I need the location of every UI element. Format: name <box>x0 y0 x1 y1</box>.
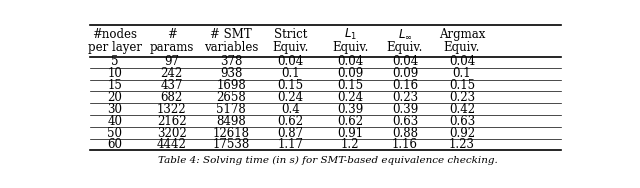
Text: 242: 242 <box>161 67 183 80</box>
Text: params: params <box>150 41 194 54</box>
Text: 437: 437 <box>161 79 183 92</box>
Text: 0.15: 0.15 <box>278 79 304 92</box>
Text: 682: 682 <box>161 91 183 104</box>
Text: 40: 40 <box>108 115 122 128</box>
Text: Strict: Strict <box>274 28 307 41</box>
Text: 0.1: 0.1 <box>452 67 471 80</box>
Text: 0.15: 0.15 <box>449 79 475 92</box>
Text: #nodes: #nodes <box>92 28 137 41</box>
Text: $L_1$: $L_1$ <box>344 27 357 42</box>
Text: $L_{\infty}$: $L_{\infty}$ <box>397 28 412 41</box>
Text: Argmax: Argmax <box>439 28 485 41</box>
Text: 0.39: 0.39 <box>337 103 364 116</box>
Text: 0.62: 0.62 <box>278 115 304 128</box>
Text: 4442: 4442 <box>157 138 187 151</box>
Text: 0.24: 0.24 <box>337 91 364 104</box>
Text: 60: 60 <box>108 138 122 151</box>
Text: Table 4: Solving time (in s) for SMT-based equivalence checking.: Table 4: Solving time (in s) for SMT-bas… <box>158 156 498 165</box>
Text: 0.23: 0.23 <box>449 91 475 104</box>
Text: 938: 938 <box>220 67 243 80</box>
Text: 10: 10 <box>108 67 122 80</box>
Text: # SMT: # SMT <box>211 28 252 41</box>
Text: 50: 50 <box>108 127 122 139</box>
Text: 0.04: 0.04 <box>278 55 304 68</box>
Text: 0.88: 0.88 <box>392 127 418 139</box>
Text: 1.16: 1.16 <box>392 138 418 151</box>
Text: Equiv.: Equiv. <box>444 41 480 54</box>
Text: per layer: per layer <box>88 41 141 54</box>
Text: 0.04: 0.04 <box>449 55 475 68</box>
Text: 1698: 1698 <box>216 79 246 92</box>
Text: 0.09: 0.09 <box>337 67 364 80</box>
Text: 1.2: 1.2 <box>341 138 360 151</box>
Text: 0.92: 0.92 <box>449 127 475 139</box>
Text: 378: 378 <box>220 55 243 68</box>
Text: 5: 5 <box>111 55 118 68</box>
Text: 0.39: 0.39 <box>392 103 418 116</box>
Text: 0.1: 0.1 <box>282 67 300 80</box>
Text: 0.63: 0.63 <box>449 115 475 128</box>
Text: 0.42: 0.42 <box>449 103 475 116</box>
Text: 1.17: 1.17 <box>278 138 304 151</box>
Text: 2162: 2162 <box>157 115 187 128</box>
Text: Equiv.: Equiv. <box>273 41 309 54</box>
Text: Equiv.: Equiv. <box>332 41 369 54</box>
Text: 0.87: 0.87 <box>278 127 304 139</box>
Text: 8498: 8498 <box>216 115 246 128</box>
Text: 0.15: 0.15 <box>337 79 364 92</box>
Text: 1322: 1322 <box>157 103 187 116</box>
Text: 0.24: 0.24 <box>278 91 304 104</box>
Text: variables: variables <box>204 41 259 54</box>
Text: Equiv.: Equiv. <box>387 41 423 54</box>
Text: 0.91: 0.91 <box>337 127 364 139</box>
Text: 0.04: 0.04 <box>392 55 418 68</box>
Text: 2658: 2658 <box>216 91 246 104</box>
Text: #: # <box>167 28 177 41</box>
Text: 17538: 17538 <box>212 138 250 151</box>
Text: 0.4: 0.4 <box>282 103 300 116</box>
Text: 97: 97 <box>164 55 179 68</box>
Text: 15: 15 <box>108 79 122 92</box>
Text: 3202: 3202 <box>157 127 187 139</box>
Text: 30: 30 <box>108 103 122 116</box>
Text: 0.09: 0.09 <box>392 67 418 80</box>
Text: 5178: 5178 <box>216 103 246 116</box>
Text: 0.16: 0.16 <box>392 79 418 92</box>
Text: 0.62: 0.62 <box>337 115 364 128</box>
Text: 0.23: 0.23 <box>392 91 418 104</box>
Text: 1.23: 1.23 <box>449 138 475 151</box>
Text: 20: 20 <box>108 91 122 104</box>
Text: 12618: 12618 <box>212 127 250 139</box>
Text: 0.04: 0.04 <box>337 55 364 68</box>
Text: 0.63: 0.63 <box>392 115 418 128</box>
